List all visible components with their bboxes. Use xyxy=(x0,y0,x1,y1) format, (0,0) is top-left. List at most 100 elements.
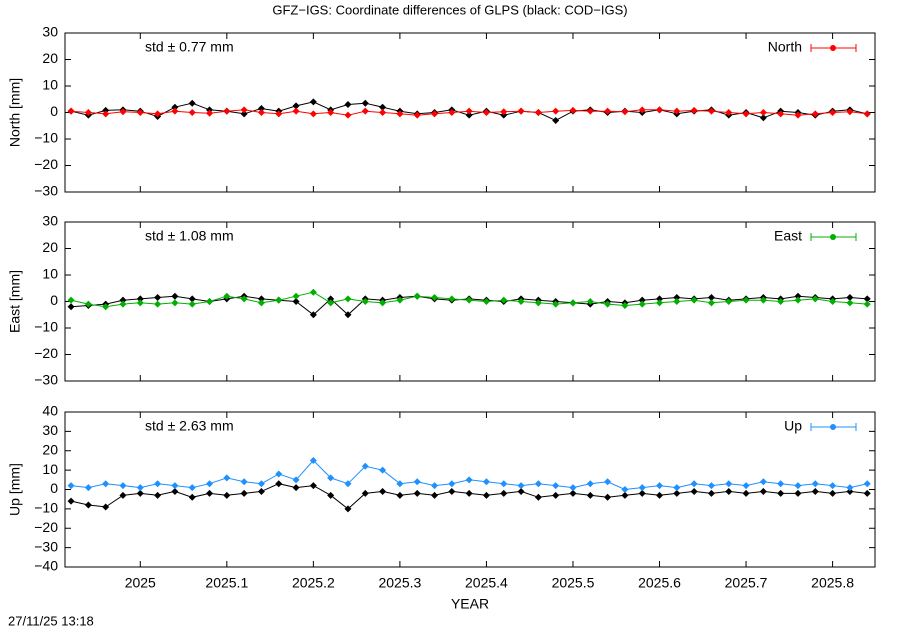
y-axis-label: North [mm] xyxy=(7,78,23,147)
data-point xyxy=(257,105,265,113)
data-point xyxy=(431,491,439,499)
data-point xyxy=(811,480,819,488)
y-axis-label: East [mm] xyxy=(7,270,23,333)
data-point xyxy=(569,489,577,497)
data-point xyxy=(656,106,664,114)
x-tick-label: 2025.7 xyxy=(725,575,768,591)
data-point xyxy=(534,299,542,307)
data-point xyxy=(188,109,196,116)
plot-frame xyxy=(64,411,876,568)
data-point xyxy=(638,296,646,304)
data-point xyxy=(707,482,715,490)
y-tick-label: 10 xyxy=(42,266,58,282)
data-point xyxy=(223,474,231,482)
data-point xyxy=(396,480,404,488)
data-point xyxy=(638,106,646,114)
data-point xyxy=(361,107,369,115)
data-point xyxy=(361,99,369,107)
y-axis-label: Up [mm] xyxy=(7,463,23,516)
data-point xyxy=(811,110,819,118)
y-tick-label: −30 xyxy=(34,183,58,199)
data-point xyxy=(707,489,715,497)
data-point xyxy=(777,489,785,497)
data-point xyxy=(154,480,162,488)
data-point xyxy=(552,482,560,490)
data-point xyxy=(275,110,283,118)
data-point xyxy=(257,295,265,303)
data-point xyxy=(759,296,767,304)
y-tick-label: −20 xyxy=(34,156,58,172)
data-point xyxy=(500,480,508,488)
data-point xyxy=(482,298,490,305)
data-point xyxy=(777,298,785,305)
data-point xyxy=(569,299,577,307)
data-point xyxy=(742,489,750,497)
data-point xyxy=(552,116,560,124)
data-point xyxy=(361,489,369,497)
data-point xyxy=(188,295,196,303)
data-point xyxy=(656,482,664,490)
data-point xyxy=(292,292,300,300)
data-point xyxy=(309,98,317,106)
data-point xyxy=(794,489,802,497)
data-point xyxy=(309,311,317,319)
data-point xyxy=(725,298,733,305)
data-point xyxy=(742,482,750,490)
x-tick-label: 2025 xyxy=(125,575,156,591)
data-point xyxy=(673,107,681,115)
data-point xyxy=(379,103,387,111)
data-point xyxy=(327,295,335,303)
data-point xyxy=(413,111,421,119)
y-tick-label: −30 xyxy=(34,538,58,554)
data-point xyxy=(863,110,871,118)
y-tick-label: 30 xyxy=(42,422,58,438)
data-point xyxy=(552,300,560,308)
data-point xyxy=(863,300,871,308)
data-point xyxy=(811,487,819,495)
data-point xyxy=(621,301,629,309)
legend-label: East xyxy=(774,228,802,244)
data-point xyxy=(777,480,785,488)
data-point xyxy=(534,493,542,501)
data-point xyxy=(344,311,352,319)
data-point xyxy=(448,480,456,488)
data-point xyxy=(240,489,248,497)
data-point xyxy=(171,292,179,300)
data-point xyxy=(154,491,162,499)
data-point xyxy=(465,476,473,484)
y-tick-label: 20 xyxy=(42,441,58,457)
data-point xyxy=(517,107,525,115)
data-point xyxy=(829,298,837,305)
data-point xyxy=(742,110,750,118)
data-point xyxy=(84,484,92,492)
data-point xyxy=(829,489,837,497)
data-point xyxy=(396,296,404,304)
data-point xyxy=(257,487,265,495)
data-point xyxy=(465,489,473,497)
data-point xyxy=(725,480,733,488)
y-tick-label: −10 xyxy=(34,319,58,335)
data-point xyxy=(673,484,681,492)
data-point xyxy=(431,294,439,302)
legend-label: North xyxy=(768,39,802,55)
data-point xyxy=(638,300,646,308)
data-point xyxy=(604,478,612,486)
data-point xyxy=(638,484,646,492)
data-point xyxy=(794,292,802,300)
data-point xyxy=(759,114,767,122)
data-point xyxy=(119,108,127,116)
data-point xyxy=(431,110,439,118)
data-point xyxy=(136,299,144,307)
y-tick-label: −40 xyxy=(34,558,58,574)
data-point xyxy=(309,482,317,490)
data-point xyxy=(257,299,265,307)
data-point xyxy=(707,299,715,307)
data-point xyxy=(344,505,352,513)
data-point xyxy=(725,109,733,116)
data-point xyxy=(136,489,144,497)
y-tick-label: −20 xyxy=(34,519,58,535)
x-axis-label: YEAR xyxy=(451,596,489,612)
data-point xyxy=(690,106,698,114)
data-point xyxy=(292,102,300,110)
